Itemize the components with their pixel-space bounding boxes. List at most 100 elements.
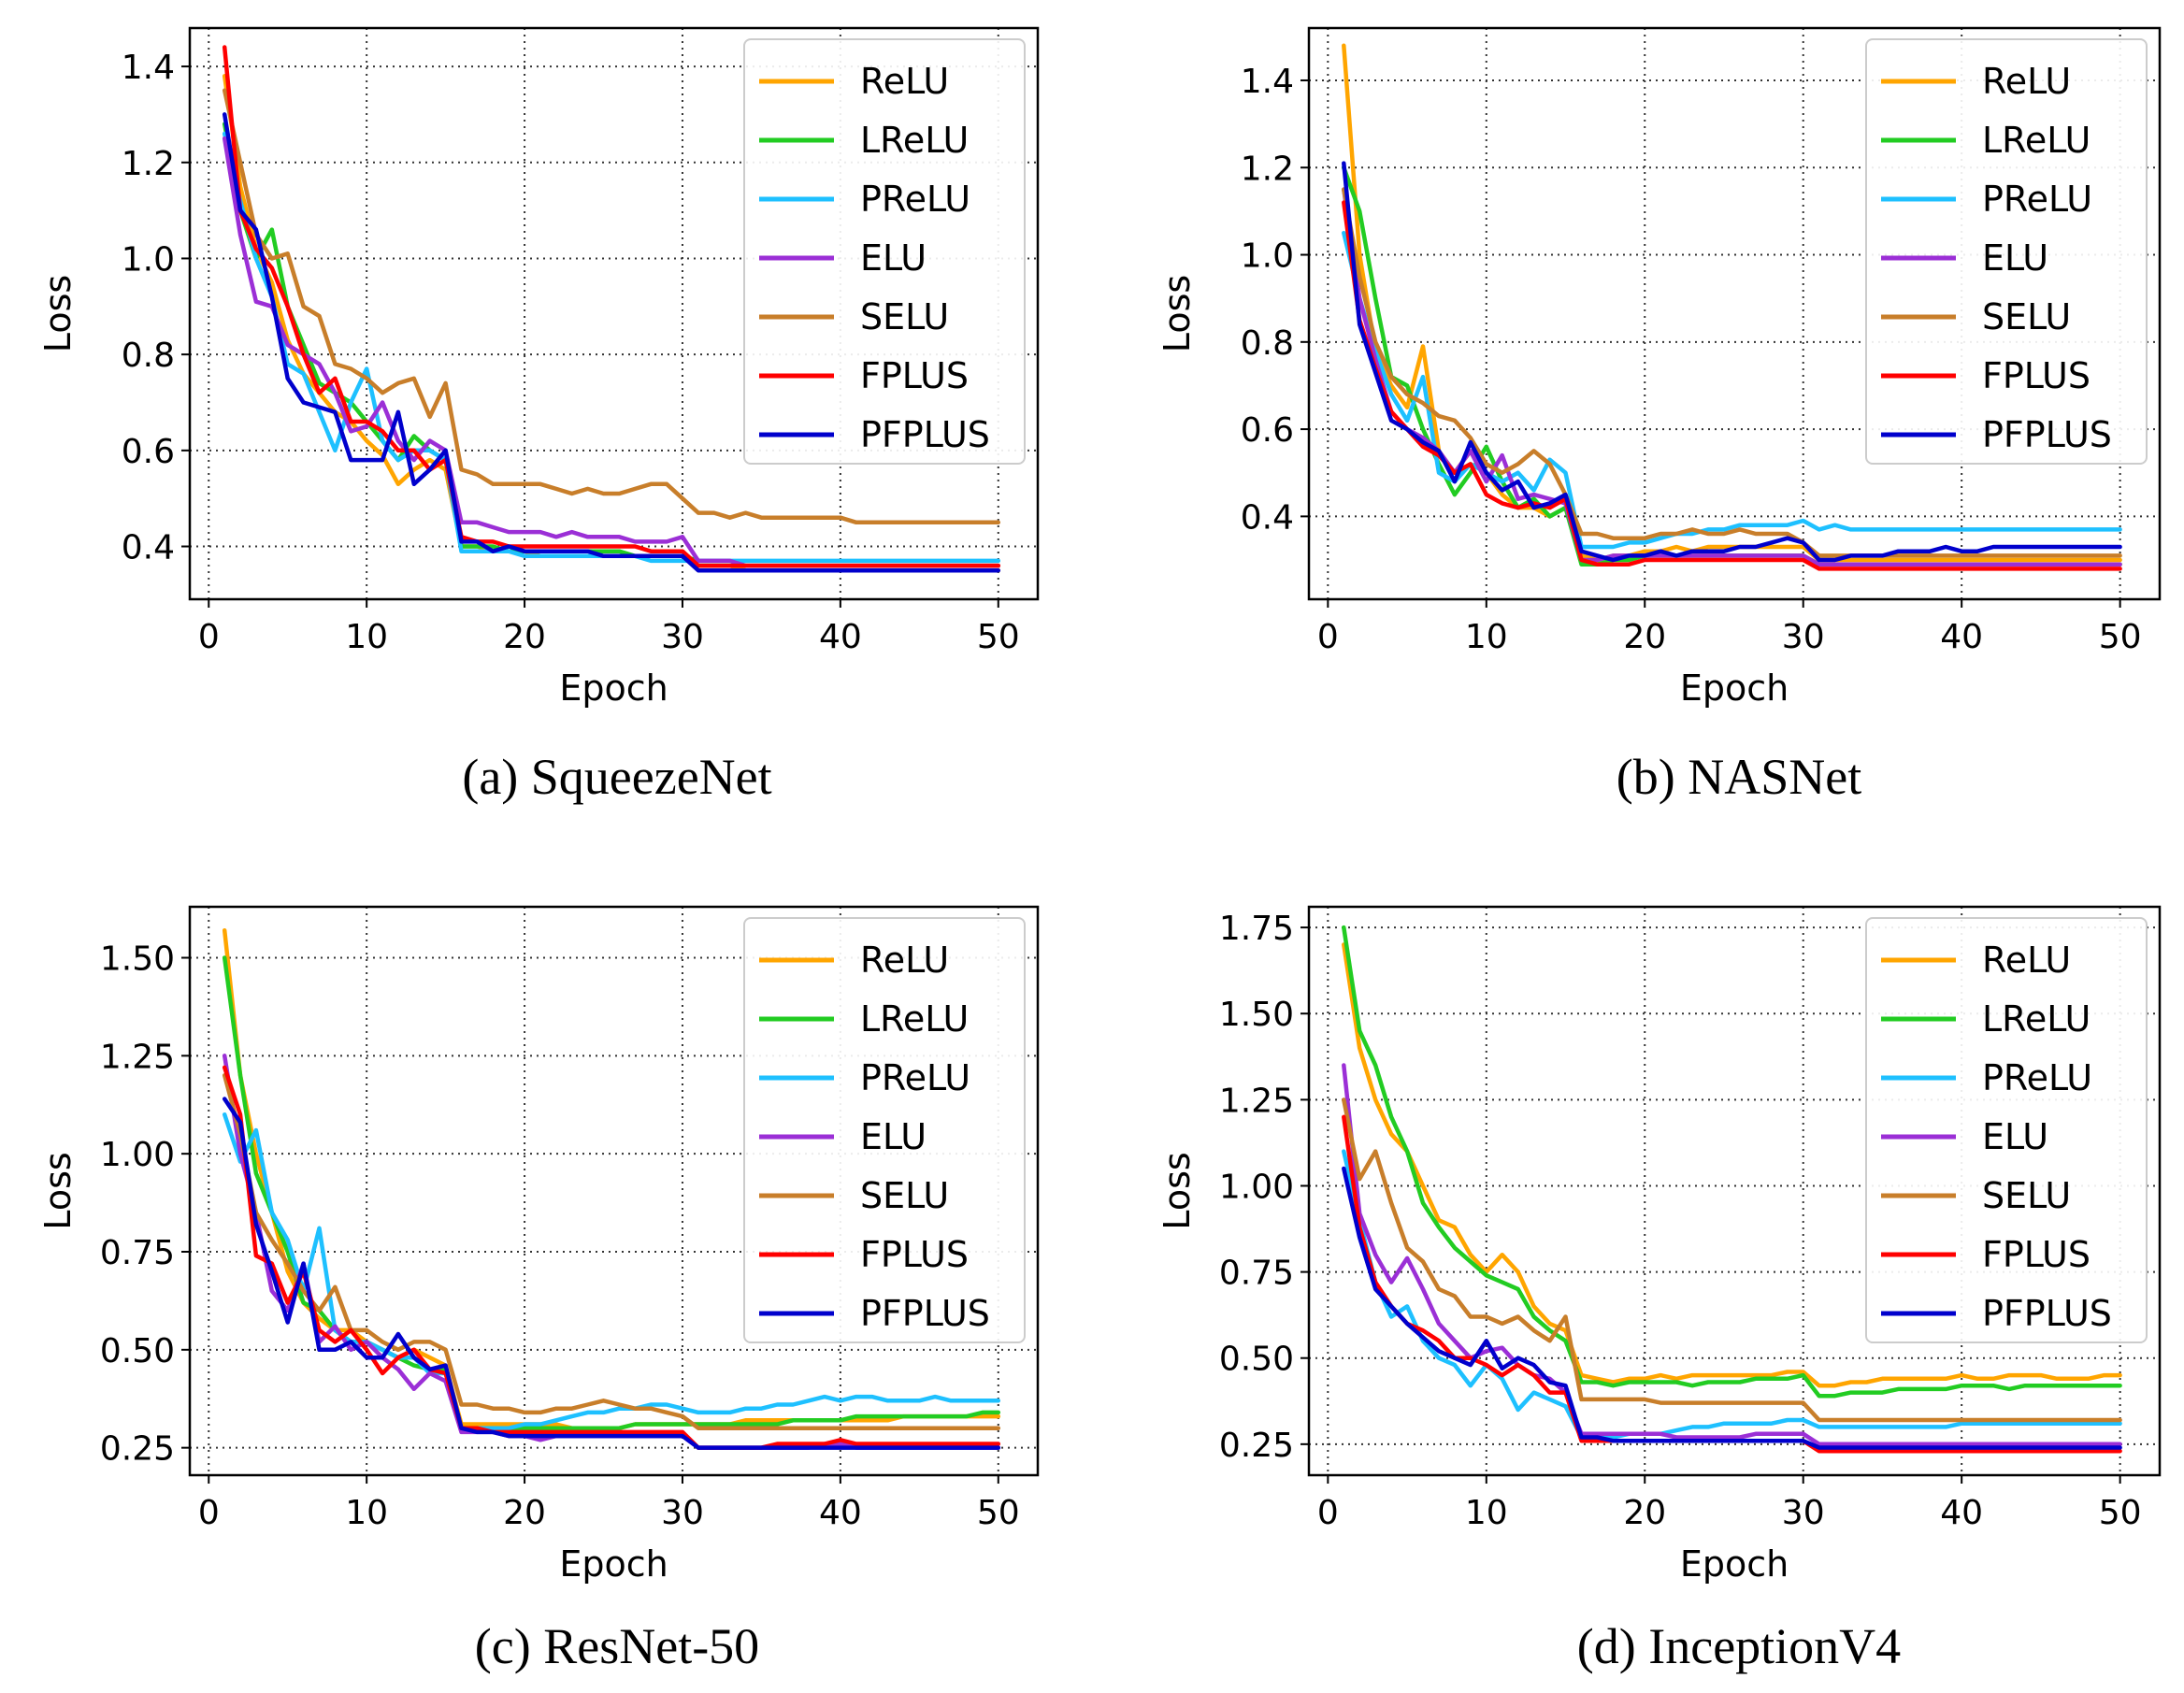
y-tick-label: 0.6 (122, 433, 175, 471)
legend-box (1865, 38, 2148, 465)
chart-resnet50: 0 10 20 30 40 50 0.25 0.50 0.75 1.00 1.25 1.50 Epoch… (37, 905, 1040, 1585)
legend-box (743, 917, 1026, 1343)
caption-squeezenet: (a) SqueezeNet (462, 749, 772, 805)
legend-label-selu: SELU (1982, 296, 2071, 337)
x-axis-label: Epoch (559, 1543, 668, 1585)
series-line-elu (1342, 187, 2122, 567)
axes-frame (188, 26, 1040, 601)
x-tick-label: 10 (1465, 618, 1508, 656)
series-line-pfplus (222, 1097, 1001, 1450)
y-tick-label: 1.0 (122, 240, 175, 279)
legend: ReLU LReLU PReLU ELU SELU FPLUS PFPLUS (743, 38, 1026, 465)
x-axis-label: Epoch (559, 667, 668, 709)
x-tick-label: 20 (503, 1494, 546, 1532)
legend-label-elu: ELU (1982, 237, 2048, 279)
x-tick-label: 0 (1317, 1494, 1339, 1532)
y-tick-label: 1.2 (122, 145, 175, 183)
legend-label-fplus: FPLUS (1982, 1234, 2091, 1275)
axes-frame (1307, 26, 2162, 601)
legend-label-relu: ReLU (860, 61, 949, 102)
y-tick-label: 0.4 (122, 529, 175, 567)
x-tick-label: 20 (503, 618, 546, 656)
legend-label-fplus: FPLUS (860, 355, 969, 396)
y-axis-label: Loss (1157, 275, 1198, 352)
x-tick-label: 50 (2099, 1494, 2142, 1532)
legend-label-selu: SELU (860, 1175, 949, 1216)
axes-frame (1307, 905, 2162, 1477)
caption-inceptionv4: (d) InceptionV4 (1576, 1618, 1902, 1674)
x-tick-label: 40 (1940, 1494, 1983, 1532)
y-tick-label: 1.2 (1241, 150, 1294, 188)
y-tick-label: 1.4 (122, 49, 175, 87)
x-tick-label: 40 (1940, 618, 1983, 656)
legend-label-prelu: PReLU (860, 1057, 970, 1098)
series-line-selu (1342, 187, 2122, 558)
legend-label-fplus: FPLUS (1982, 355, 2091, 396)
legend-label-fplus: FPLUS (860, 1234, 969, 1275)
series-line-relu (1342, 942, 2122, 1388)
x-tick-label: 50 (977, 618, 1020, 656)
x-tick-label: 30 (1782, 618, 1825, 656)
y-axis-label: Loss (1157, 1152, 1198, 1229)
y-tick-label: 0.25 (100, 1430, 175, 1469)
series-line-fplus (1342, 200, 2122, 571)
series-line-fplus (222, 1065, 1001, 1450)
legend-box (1865, 917, 2148, 1343)
y-tick-label: 0.50 (100, 1332, 175, 1370)
series-line-pfplus (1342, 1166, 2122, 1450)
series-line-lrelu (1342, 925, 2122, 1399)
x-axis-label: Epoch (1680, 1543, 1789, 1585)
legend-label-prelu: PReLU (1982, 1057, 2092, 1098)
x-tick-label: 10 (345, 618, 388, 656)
x-tick-label: 30 (661, 1494, 704, 1532)
legend-label-lrelu: LReLU (860, 998, 969, 1040)
y-tick-label: 0.8 (1241, 324, 1294, 363)
chart-inceptionv4: 0 10 20 30 40 50 0.25 0.50 0.75 1.00 1.25 1.50 1.75 E… (1157, 905, 2162, 1585)
legend-label-pfplus: PFPLUS (1982, 414, 2112, 455)
legend-label-selu: SELU (860, 296, 949, 337)
legend-label-prelu: PReLU (1982, 179, 2092, 220)
legend-label-pfplus: PFPLUS (860, 414, 990, 455)
series-line-fplus (222, 45, 1001, 568)
x-tick-label: 0 (1317, 618, 1339, 656)
y-tick-label: 1.4 (1241, 63, 1294, 101)
legend-label-lrelu: LReLU (1982, 120, 2091, 161)
x-tick-label: 10 (1465, 1494, 1508, 1532)
caption-resnet50: (c) ResNet-50 (474, 1618, 760, 1674)
legend-label-relu: ReLU (1982, 61, 2071, 102)
series-line-pfplus (1342, 161, 2122, 563)
legend-label-elu: ELU (860, 237, 927, 279)
legend: ReLU LReLU PReLU ELU SELU FPLUS PFPLUS (1865, 917, 2148, 1343)
y-tick-label: 0.8 (122, 337, 175, 375)
x-tick-label: 40 (819, 618, 862, 656)
legend-label-selu: SELU (1982, 1175, 2071, 1216)
series-line-prelu (1342, 1149, 2122, 1440)
series-line-pfplus (222, 112, 1001, 573)
legend-label-prelu: PReLU (860, 179, 970, 220)
y-tick-label: 0.4 (1241, 498, 1294, 537)
y-tick-label: 0.25 (1219, 1427, 1294, 1465)
x-tick-label: 40 (819, 1494, 862, 1532)
y-tick-label: 0.6 (1241, 411, 1294, 450)
series-line-elu (1342, 1063, 2122, 1447)
y-tick-label: 1.25 (100, 1038, 175, 1076)
y-tick-label: 0.50 (1219, 1341, 1294, 1379)
x-tick-label: 20 (1623, 1494, 1666, 1532)
y-axis-label: Loss (37, 275, 79, 352)
x-tick-label: 50 (2099, 618, 2142, 656)
y-axis-label: Loss (37, 1152, 79, 1229)
y-tick-label: 1.0 (1241, 237, 1294, 276)
legend-label-relu: ReLU (1982, 940, 2071, 981)
y-tick-label: 1.25 (1219, 1082, 1294, 1120)
series-line-selu (222, 88, 1001, 525)
legend-label-pfplus: PFPLUS (860, 1293, 990, 1334)
legend: ReLU LReLU PReLU ELU SELU FPLUS PFPLUS (743, 917, 1026, 1343)
y-tick-label: 1.00 (1219, 1168, 1294, 1206)
y-tick-label: 1.75 (1219, 910, 1294, 948)
x-tick-label: 30 (661, 618, 704, 656)
y-tick-label: 0.75 (100, 1234, 175, 1272)
legend-box (743, 38, 1026, 465)
x-tick-label: 20 (1623, 618, 1666, 656)
series-line-selu (1342, 1098, 2122, 1423)
